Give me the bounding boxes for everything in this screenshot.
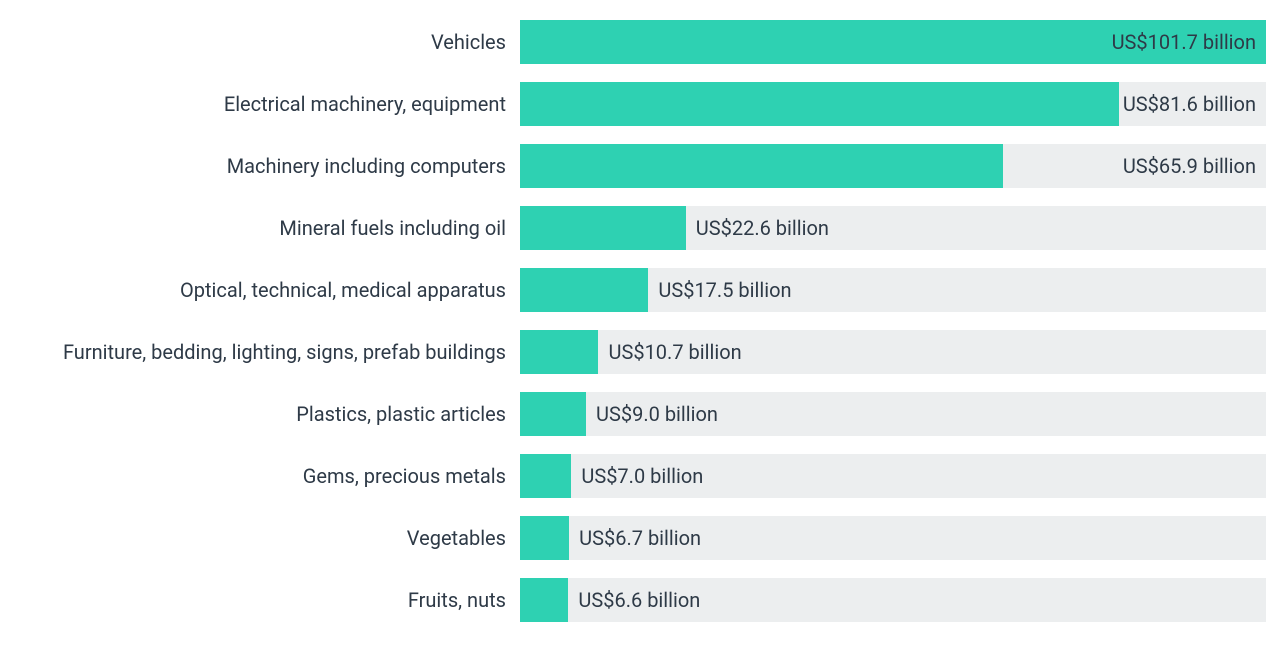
bar-track: US$81.6 billion	[520, 82, 1266, 126]
chart-row: Optical, technical, medical apparatus US$…	[0, 268, 1266, 312]
bar-fill	[520, 144, 1003, 188]
bar-fill	[520, 454, 571, 498]
horizontal-bar-chart: Vehicles US$101.7 billion Electrical machi…	[0, 0, 1286, 660]
category-label: Vehicles	[0, 30, 520, 55]
chart-row: Plastics, plastic articles US$9.0 billion	[0, 392, 1266, 436]
category-label: Plastics, plastic articles	[0, 402, 520, 427]
category-label: Mineral fuels including oil	[0, 216, 520, 241]
bar-track: US$65.9 billion	[520, 144, 1266, 188]
value-label: US$6.7 billion	[579, 526, 701, 550]
category-label: Machinery including computers	[0, 154, 520, 179]
bar-track: US$9.0 billion	[520, 392, 1266, 436]
bar-fill	[520, 578, 568, 622]
bar-track: US$6.7 billion	[520, 516, 1266, 560]
bar-fill	[520, 206, 686, 250]
bar-fill	[520, 268, 648, 312]
value-label: US$7.0 billion	[581, 464, 703, 488]
chart-row: Fruits, nuts US$6.6 billion	[0, 578, 1266, 622]
bar-fill	[520, 82, 1119, 126]
value-label: US$17.5 billion	[658, 278, 791, 302]
category-label: Optical, technical, medical apparatus	[0, 278, 520, 303]
chart-row: Vehicles US$101.7 billion	[0, 20, 1266, 64]
value-label: US$9.0 billion	[596, 402, 718, 426]
chart-row: Electrical machinery, equipment US$81.6 b…	[0, 82, 1266, 126]
bar-track: US$17.5 billion	[520, 268, 1266, 312]
bar-track: US$10.7 billion	[520, 330, 1266, 374]
category-label: Electrical machinery, equipment	[0, 92, 520, 117]
value-label: US$22.6 billion	[696, 216, 829, 240]
value-label: US$10.7 billion	[608, 340, 741, 364]
category-label: Gems, precious metals	[0, 464, 520, 489]
bar-track: US$6.6 billion	[520, 578, 1266, 622]
bar-track: US$22.6 billion	[520, 206, 1266, 250]
value-label: US$81.6 billion	[1123, 92, 1256, 116]
bar-fill	[520, 392, 586, 436]
chart-row: Mineral fuels including oil US$22.6 billi…	[0, 206, 1266, 250]
value-label: US$101.7 billion	[1112, 30, 1256, 54]
bar-track: US$7.0 billion	[520, 454, 1266, 498]
value-label: US$65.9 billion	[1123, 154, 1256, 178]
value-label: US$6.6 billion	[578, 588, 700, 612]
bar-fill	[520, 516, 569, 560]
category-label: Furniture, bedding, lighting, signs, pre…	[0, 330, 520, 374]
bar-track: US$101.7 billion	[520, 20, 1266, 64]
chart-row: Vegetables US$6.7 billion	[0, 516, 1266, 560]
chart-row: Gems, precious metals US$7.0 billion	[0, 454, 1266, 498]
chart-row: Furniture, bedding, lighting, signs, pre…	[0, 330, 1266, 374]
category-label: Vegetables	[0, 526, 520, 551]
bar-fill	[520, 330, 598, 374]
chart-row: Machinery including computers US$65.9 bil…	[0, 144, 1266, 188]
category-label: Fruits, nuts	[0, 588, 520, 613]
